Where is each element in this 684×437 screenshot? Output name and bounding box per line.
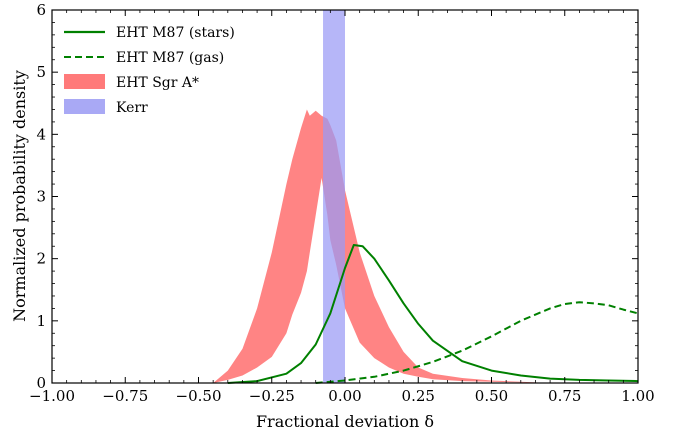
legend-kerr-swatch	[64, 99, 105, 114]
legend-stars-label: EHT M87 (stars)	[116, 25, 235, 41]
x-axis-label: Fractional deviation δ	[256, 412, 434, 431]
m87-stars-line	[227, 244, 639, 384]
m87-gas-line	[315, 301, 639, 384]
y-tick-label: 4	[36, 125, 46, 143]
x-tick-label: 1.00	[621, 387, 654, 405]
y-tick-label: 3	[36, 188, 46, 206]
plot-area	[213, 10, 639, 384]
x-tick-label: 0.25	[402, 387, 435, 405]
x-tick-label: −0.50	[176, 387, 222, 405]
legend-kerr-label: Kerr	[116, 100, 148, 116]
x-tick-label: 0.50	[475, 387, 508, 405]
sgra-band	[213, 109, 551, 383]
legend-sgra-swatch	[64, 74, 105, 89]
legend-sgra-label: EHT Sgr A*	[116, 75, 199, 91]
x-tick-label: −0.25	[249, 387, 295, 405]
x-tick-label: −0.75	[102, 387, 148, 405]
x-tick-label: 0.75	[548, 387, 581, 405]
y-tick-label: 0	[36, 374, 46, 392]
y-tick-label: 1	[36, 312, 46, 330]
y-tick-label: 2	[36, 250, 46, 268]
x-tick-label: 0.00	[328, 387, 361, 405]
y-axis: 0 1 2 3 4 5 6	[36, 1, 638, 392]
y-axis-label: Normalized probability density	[10, 70, 29, 322]
legend: EHT M87 (stars) EHT M87 (gas) EHT Sgr A*…	[64, 25, 235, 116]
kerr-band	[323, 10, 345, 383]
y-tick-label: 6	[36, 1, 46, 19]
x-tick-label: −1.00	[29, 387, 75, 405]
x-axis: −1.00 −0.75 −0.50 −0.25 0.00 0.25 0.50 0.75 1.00	[29, 10, 655, 405]
y-tick-label: 5	[36, 63, 46, 81]
legend-gas-label: EHT M87 (gas)	[116, 50, 224, 66]
